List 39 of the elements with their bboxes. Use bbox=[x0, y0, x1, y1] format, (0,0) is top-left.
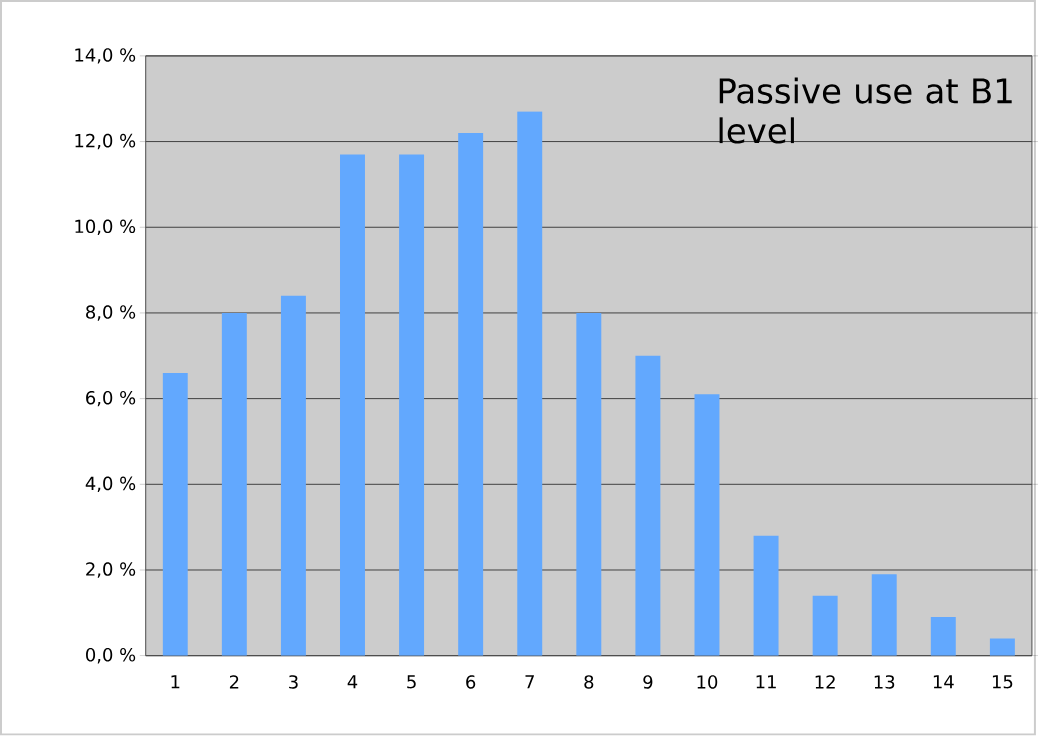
bar bbox=[280, 296, 306, 656]
y-tick-label: 8,0 % bbox=[86, 305, 136, 321]
annotation: Passive use at B1 level bbox=[719, 77, 1012, 144]
bar bbox=[340, 154, 365, 656]
x-tick-label: 10 bbox=[697, 675, 718, 689]
bar bbox=[753, 535, 779, 656]
y-tick-label: 14,0 % bbox=[75, 48, 136, 64]
x-tick-label: 13 bbox=[874, 675, 895, 689]
bar bbox=[812, 595, 838, 656]
y-tick-label: 4,0 % bbox=[85, 476, 136, 493]
y-tick-label: 6,0 % bbox=[86, 391, 136, 407]
x-tick-label: 1 bbox=[171, 675, 180, 689]
bar bbox=[162, 373, 188, 656]
bar bbox=[221, 313, 247, 656]
x-tick-label: 4 bbox=[347, 675, 358, 689]
x-tick-label: 11 bbox=[756, 675, 776, 689]
x-tick-label: 9 bbox=[643, 675, 653, 689]
bar bbox=[517, 111, 543, 656]
y-tick-label: 2,0 % bbox=[86, 562, 136, 578]
y-tick-label: 10,0 % bbox=[75, 219, 136, 236]
x-tick-label: 8 bbox=[584, 675, 594, 689]
x-tick-label: 7 bbox=[525, 675, 534, 689]
y-tick-label: 12,0 % bbox=[75, 134, 136, 150]
bar bbox=[458, 133, 484, 656]
y-tick-label: 0,0 % bbox=[86, 648, 136, 664]
x-tick-label: 14 bbox=[933, 675, 954, 689]
bar bbox=[576, 313, 602, 656]
x-tick-label: 2 bbox=[229, 675, 239, 689]
x-tick-label: 5 bbox=[407, 675, 416, 689]
bar bbox=[399, 154, 425, 656]
bar bbox=[635, 356, 661, 656]
x-tick-label: 3 bbox=[289, 675, 298, 689]
x-tick-label: 6 bbox=[466, 675, 476, 689]
x-tick-label: 15 bbox=[992, 675, 1013, 689]
x-tick-label: 12 bbox=[815, 675, 835, 689]
bar bbox=[694, 394, 720, 656]
bar bbox=[989, 638, 1015, 656]
bar bbox=[930, 617, 956, 656]
bar bbox=[871, 574, 897, 656]
